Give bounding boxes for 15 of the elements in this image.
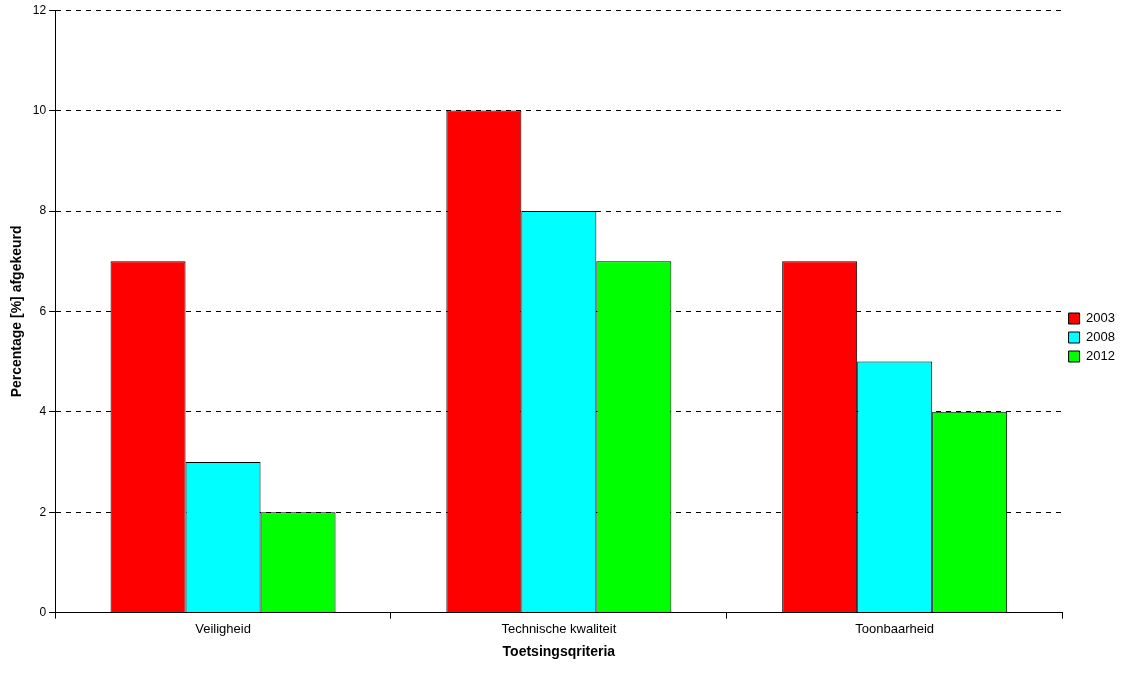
legend-label: 2012 [1086,348,1115,364]
y-tick-label: 10 [32,102,47,117]
legend-label: 2003 [1086,310,1115,326]
y-tick-label: 2 [39,504,47,519]
y-tick-label: 8 [39,203,47,218]
y-axis-title: Percentage [%] afgekeurd [8,225,25,398]
y-tick-label: 4 [39,404,47,419]
y-tick-label: 6 [39,303,47,318]
x-tick-label: Toonbaarheid [855,620,935,636]
y-tick-label: 0 [39,604,47,619]
x-tick-label: Veiligheid [195,620,251,636]
legend-label: 2008 [1086,329,1115,345]
x-axis-title: Toetsingsqriteria [502,643,616,660]
x-tick-label: Technische kwaliteit [501,620,617,636]
y-tick-label: 12 [32,2,47,17]
